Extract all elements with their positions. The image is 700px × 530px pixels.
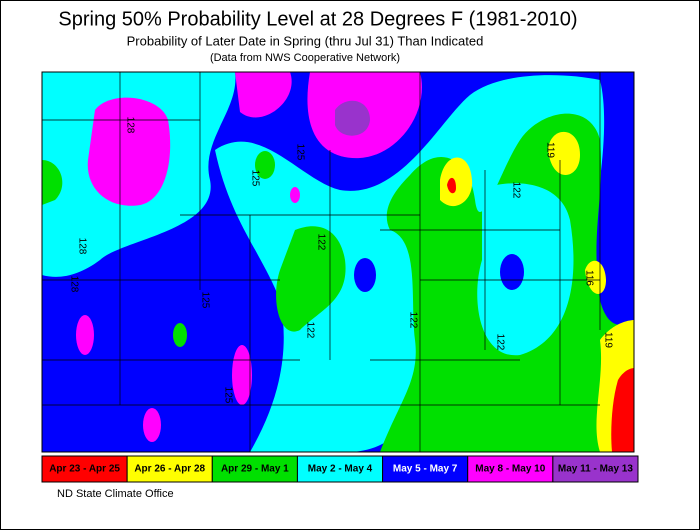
region [173, 323, 187, 347]
contour-label: 128 [76, 238, 87, 255]
region [500, 254, 524, 290]
contour-label: 125 [294, 144, 305, 161]
region [143, 408, 161, 442]
note: (Data from NWS Cooperative Network) [210, 52, 400, 64]
contour-label: 119 [602, 332, 613, 348]
contour-label: 125 [222, 387, 233, 404]
region [447, 177, 456, 194]
legend-label: May 5 - May 7 [393, 464, 458, 475]
region [76, 315, 94, 355]
contour-label: 125 [199, 292, 210, 309]
legend-label: Apr 29 - May 1 [221, 464, 289, 475]
region [235, 72, 292, 118]
contour-label: 122 [510, 182, 521, 199]
subtitle: Probability of Later Date in Spring (thr… [127, 33, 484, 48]
map [41, 71, 635, 453]
region [232, 345, 252, 405]
legend-label: Apr 26 - Apr 28 [134, 464, 205, 475]
legend-label: May 11 - May 13 [558, 464, 633, 475]
contour-label: 122 [407, 312, 418, 329]
region [87, 97, 171, 206]
contour-label: 122 [315, 234, 326, 251]
region [585, 260, 606, 294]
contour-label: 128 [68, 276, 79, 293]
contour-label: 128 [124, 117, 135, 134]
region [548, 131, 580, 175]
region [255, 151, 275, 179]
legend-swatch [41, 455, 128, 483]
legend-swatch [382, 455, 469, 483]
region [440, 157, 473, 207]
region [354, 258, 376, 292]
legend-label: May 2 - May 4 [308, 464, 373, 475]
legend-swatch [552, 455, 639, 483]
legend-swatch [296, 455, 384, 483]
region [335, 100, 370, 136]
contour-label: 122 [304, 322, 315, 339]
title: Spring 50% Probability Level at 28 Degre… [58, 8, 577, 30]
contour-label: 125 [249, 170, 260, 187]
legend-swatch [126, 455, 213, 483]
footer: ND State Climate Office [57, 488, 174, 500]
legend-label: Apr 23 - Apr 25 [49, 464, 120, 475]
region [611, 368, 634, 452]
contour-label: 119 [544, 142, 555, 158]
region [477, 183, 574, 356]
region [276, 226, 346, 332]
region [42, 160, 63, 205]
contour-label: 116 [583, 270, 594, 286]
legend-label: May 8 - May 10 [475, 464, 545, 475]
legend-swatch [467, 455, 554, 483]
region [290, 187, 300, 203]
map-frame [41, 71, 635, 453]
contour-label: 122 [494, 334, 505, 351]
